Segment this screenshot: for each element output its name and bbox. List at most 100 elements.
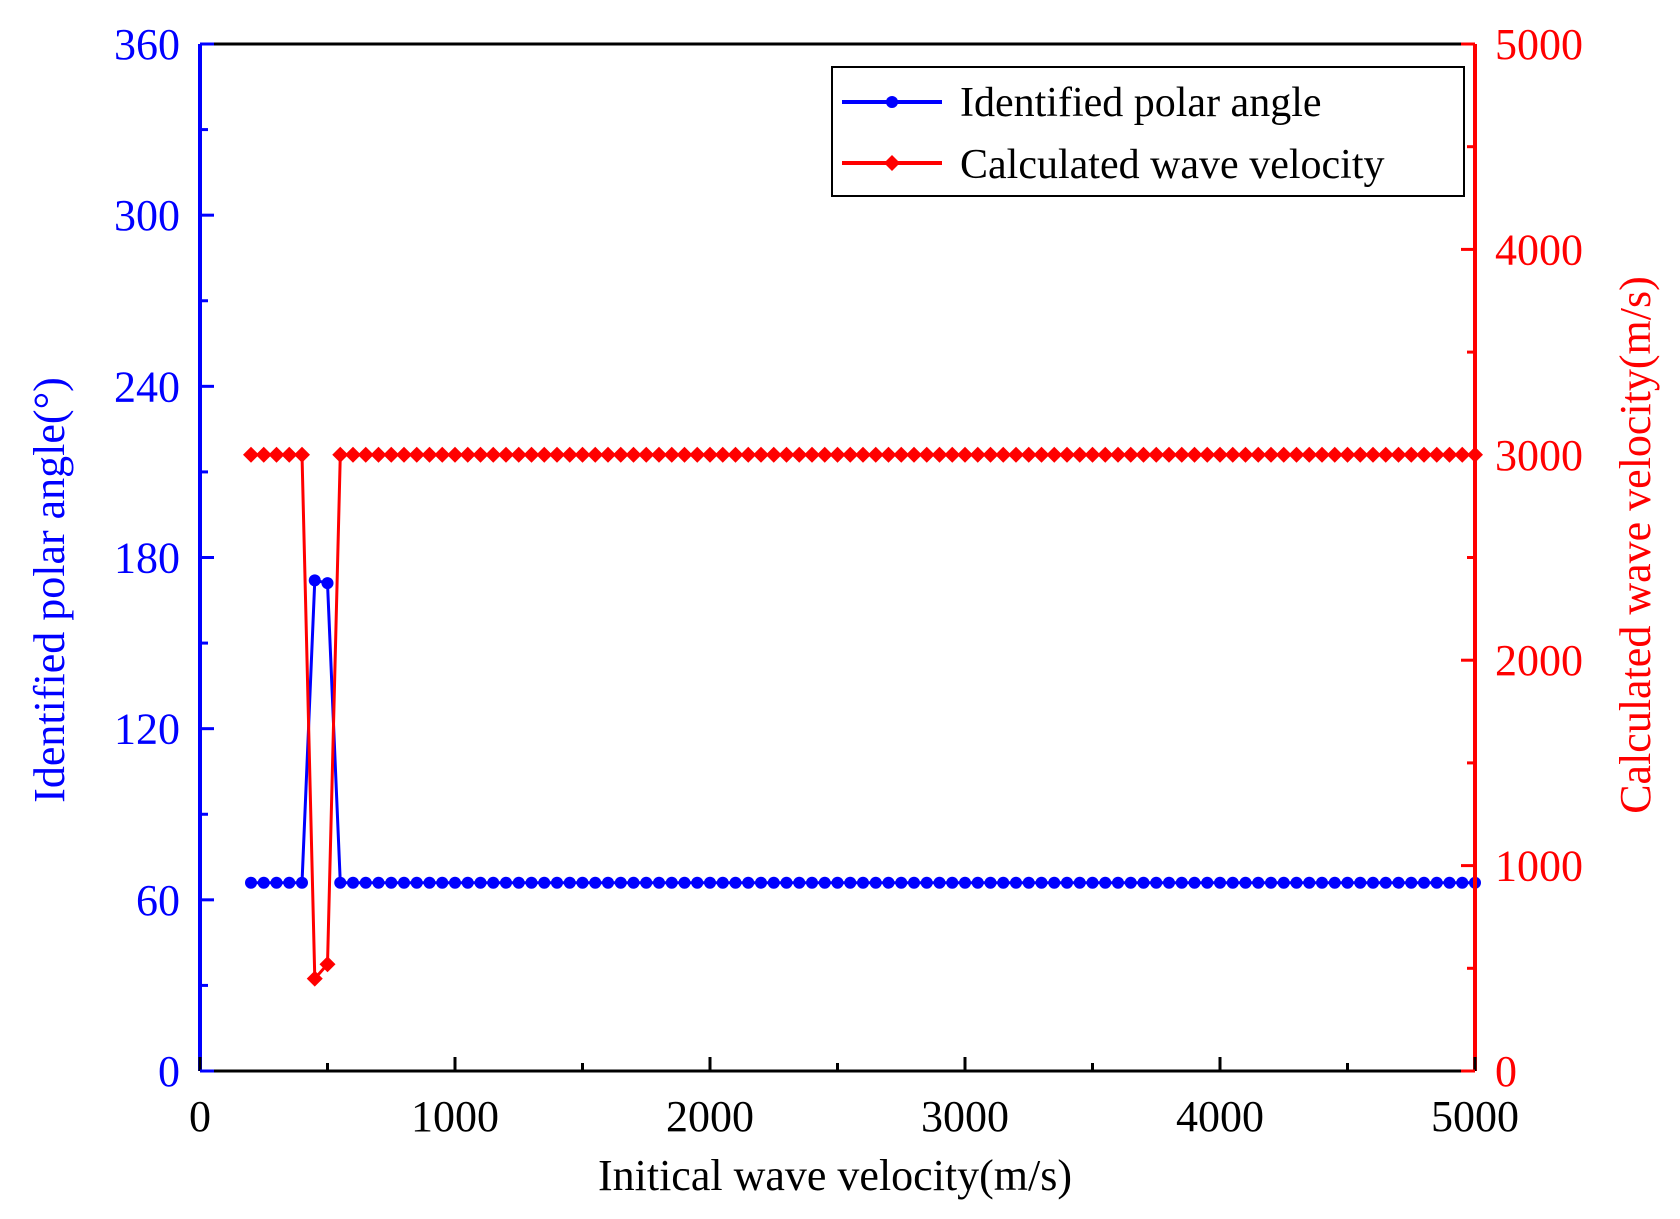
wave-velocity-point — [727, 446, 744, 463]
left-y-tick-label: 60 — [136, 876, 180, 925]
left-y-tick-label: 240 — [114, 362, 180, 411]
polar-angle-point — [691, 876, 704, 889]
polar-angle-point — [1443, 876, 1456, 889]
polar-angle-point — [500, 876, 512, 889]
polar-angle-point — [1086, 876, 1099, 889]
polar-angle-point — [1099, 876, 1112, 889]
wave-velocity-point — [702, 446, 718, 463]
polar-angle-point — [1048, 876, 1061, 889]
polar-angle-point — [1035, 876, 1048, 889]
polar-angle-point — [1265, 876, 1277, 889]
polar-angle-point — [818, 876, 831, 889]
wave-velocity-point — [1199, 446, 1216, 463]
polar-angle-point — [1354, 876, 1367, 889]
wave-velocity-point — [957, 446, 973, 463]
left-y-tick-label: 0 — [158, 1047, 180, 1096]
polar-angle-point — [742, 876, 755, 889]
wave-velocity-point — [472, 446, 489, 463]
x-tick-label: 5000 — [1431, 1092, 1519, 1141]
wave-velocity-point — [383, 446, 400, 463]
wave-velocity-point — [1122, 446, 1139, 463]
wave-velocity-point — [561, 446, 578, 463]
series-layer — [243, 446, 1483, 987]
wave-velocity-point — [1263, 446, 1279, 463]
polar-angle-point — [767, 876, 780, 889]
polar-angle-point — [627, 876, 640, 889]
legend-label-velocity: Calculated wave velocity — [960, 142, 1385, 188]
wave-velocity-point — [281, 446, 298, 463]
polar-angle-point — [1124, 876, 1137, 889]
wave-velocity-point — [345, 446, 361, 463]
wave-velocity-point — [1275, 446, 1292, 463]
polar-angle-point — [538, 876, 551, 889]
wave-velocity-point — [1084, 446, 1101, 463]
polar-angle-point — [908, 876, 920, 889]
legend-box — [831, 66, 1465, 197]
wave-velocity-point — [1186, 446, 1203, 463]
wave-velocity-point — [1326, 446, 1343, 463]
polar-angle-point — [640, 876, 653, 889]
wave-velocity-point — [663, 446, 680, 463]
polar-angle-point — [1252, 876, 1265, 889]
polar-angle-point — [1379, 876, 1392, 889]
polar-angle-point — [614, 876, 627, 889]
polar-angle-point — [895, 876, 908, 889]
wave-velocity-point — [1071, 446, 1088, 463]
wave-velocity-point — [931, 446, 948, 463]
wave-velocity-point — [918, 446, 935, 463]
polar-angle-point — [1188, 876, 1201, 889]
wave-velocity-point — [549, 446, 565, 463]
polar-angle-point — [385, 876, 398, 889]
wave-velocity-point — [574, 446, 591, 463]
wave-velocity-point — [357, 446, 374, 463]
right-y-tick-label: 5000 — [1495, 20, 1583, 69]
wave-velocity-point — [1441, 446, 1458, 463]
polar-angle-point — [704, 876, 716, 889]
ticks-layer: 0 1000 2000 3000 4000 50000601201802403003600… — [114, 20, 1583, 1141]
legend-marker-velocity — [884, 155, 900, 171]
polar-angle-point — [321, 577, 334, 590]
wave-velocity-point — [829, 446, 846, 463]
polar-angle-point — [1061, 876, 1073, 889]
polar-angle-point — [525, 876, 538, 889]
polar-angle-point — [920, 876, 933, 889]
polar-angle-point — [551, 876, 563, 889]
polar-angle-point — [1341, 876, 1354, 889]
polar-angle-point — [1112, 876, 1124, 889]
polar-angle-point — [1163, 876, 1175, 889]
wave-velocity-point — [1365, 446, 1381, 463]
x-tick-label: 4000 — [1176, 1092, 1264, 1141]
wave-velocity-point — [447, 446, 463, 463]
polar-angle-point — [1418, 876, 1430, 889]
polar-angle-point — [665, 876, 678, 889]
polar-angle-point — [410, 876, 423, 889]
polar-angle-point — [946, 876, 959, 889]
polar-angle-point — [359, 876, 372, 889]
polar-angle-point — [653, 876, 665, 889]
wave-velocity-point — [676, 446, 693, 463]
polar-angle-point — [347, 876, 359, 889]
wave-velocity-point — [243, 446, 259, 463]
polar-angle-point — [806, 876, 818, 889]
wave-velocity-point — [536, 446, 553, 463]
wave-velocity-point — [1173, 446, 1190, 463]
wave-velocity-point — [753, 446, 769, 463]
wave-velocity-point — [1390, 446, 1407, 463]
wave-velocity-point — [1428, 446, 1445, 463]
wave-velocity-point — [434, 446, 451, 463]
polar-angle-point — [602, 876, 614, 889]
polar-angle-point — [1328, 876, 1341, 889]
wave-velocity-point — [421, 446, 438, 463]
polar-angle-point — [755, 876, 767, 889]
wave-velocity-point — [294, 446, 310, 463]
wave-velocity-point — [995, 446, 1012, 463]
polar-angle-point — [398, 876, 410, 889]
wave-velocity-point — [804, 446, 820, 463]
polar-angle-point — [933, 876, 946, 889]
polar-angle-point — [283, 876, 296, 889]
wave-velocity-point — [855, 446, 871, 463]
wave-velocity-point — [1416, 446, 1432, 463]
wave-velocity-point — [523, 446, 540, 463]
polar-angle-point — [1367, 876, 1379, 889]
wave-velocity-point — [1237, 446, 1254, 463]
